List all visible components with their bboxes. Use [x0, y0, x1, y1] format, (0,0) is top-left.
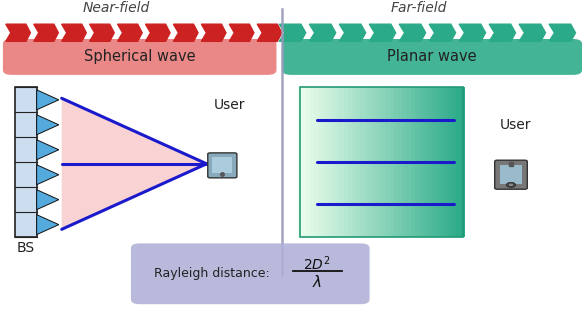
- Bar: [364, 87, 369, 237]
- Polygon shape: [339, 24, 365, 41]
- Bar: [500, 165, 522, 183]
- Text: BS: BS: [16, 241, 35, 255]
- Polygon shape: [370, 24, 396, 41]
- Bar: [212, 157, 232, 173]
- Bar: [402, 87, 407, 237]
- Bar: [452, 87, 457, 237]
- Bar: [302, 87, 307, 237]
- Polygon shape: [118, 24, 142, 41]
- Bar: [444, 87, 449, 237]
- Polygon shape: [34, 24, 58, 41]
- FancyBboxPatch shape: [208, 153, 237, 178]
- Bar: [360, 87, 365, 237]
- Text: Far-field: Far-field: [391, 1, 447, 15]
- Bar: [348, 87, 353, 237]
- FancyBboxPatch shape: [495, 160, 527, 189]
- Polygon shape: [257, 24, 282, 41]
- Polygon shape: [37, 115, 59, 135]
- FancyBboxPatch shape: [282, 39, 582, 75]
- Bar: [373, 87, 378, 237]
- Text: Near-field: Near-field: [83, 1, 150, 15]
- Bar: [448, 87, 453, 237]
- Polygon shape: [399, 24, 425, 41]
- Polygon shape: [489, 24, 516, 41]
- Bar: [435, 87, 440, 237]
- Bar: [369, 87, 374, 237]
- Polygon shape: [6, 24, 30, 41]
- FancyBboxPatch shape: [3, 39, 276, 75]
- Bar: [410, 87, 415, 237]
- Bar: [339, 87, 344, 237]
- Polygon shape: [279, 24, 306, 41]
- Polygon shape: [201, 24, 226, 41]
- Polygon shape: [62, 98, 207, 229]
- Text: Spherical wave: Spherical wave: [84, 49, 196, 64]
- Polygon shape: [37, 90, 59, 110]
- Text: Rayleigh distance:: Rayleigh distance:: [154, 267, 274, 280]
- Bar: [423, 87, 428, 237]
- Polygon shape: [519, 24, 545, 41]
- Bar: [394, 87, 399, 237]
- Polygon shape: [459, 24, 485, 41]
- Bar: [431, 87, 436, 237]
- Bar: [318, 87, 323, 237]
- Bar: [314, 87, 319, 237]
- Bar: [331, 87, 336, 237]
- Bar: [15, 87, 37, 237]
- Polygon shape: [310, 24, 336, 41]
- Bar: [323, 87, 328, 237]
- Bar: [456, 87, 461, 237]
- Text: User: User: [499, 118, 531, 132]
- Bar: [300, 87, 463, 237]
- Bar: [415, 87, 420, 237]
- Bar: [398, 87, 403, 237]
- Bar: [461, 87, 466, 237]
- Bar: [343, 87, 348, 237]
- Circle shape: [509, 183, 513, 186]
- Bar: [381, 87, 386, 237]
- Bar: [327, 87, 332, 237]
- Bar: [306, 87, 311, 237]
- Bar: [440, 87, 445, 237]
- Polygon shape: [90, 24, 114, 41]
- Bar: [406, 87, 411, 237]
- Text: $\lambda$: $\lambda$: [312, 274, 322, 290]
- Bar: [427, 87, 432, 237]
- Polygon shape: [146, 24, 170, 41]
- Circle shape: [506, 182, 516, 187]
- Bar: [298, 87, 303, 237]
- Polygon shape: [37, 140, 59, 160]
- Polygon shape: [430, 24, 456, 41]
- Bar: [352, 87, 357, 237]
- FancyBboxPatch shape: [131, 243, 370, 304]
- Bar: [310, 87, 315, 237]
- Polygon shape: [37, 215, 59, 235]
- Polygon shape: [37, 165, 59, 185]
- Text: Planar wave: Planar wave: [387, 49, 477, 64]
- Bar: [335, 87, 340, 237]
- Bar: [377, 87, 382, 237]
- Bar: [419, 87, 424, 237]
- Polygon shape: [229, 24, 254, 41]
- Polygon shape: [37, 190, 59, 210]
- Polygon shape: [62, 24, 86, 41]
- Polygon shape: [549, 24, 576, 41]
- Text: $2D^2$: $2D^2$: [303, 255, 331, 273]
- Bar: [356, 87, 361, 237]
- Text: User: User: [214, 98, 246, 111]
- Polygon shape: [173, 24, 198, 41]
- Bar: [389, 87, 394, 237]
- Bar: [385, 87, 390, 237]
